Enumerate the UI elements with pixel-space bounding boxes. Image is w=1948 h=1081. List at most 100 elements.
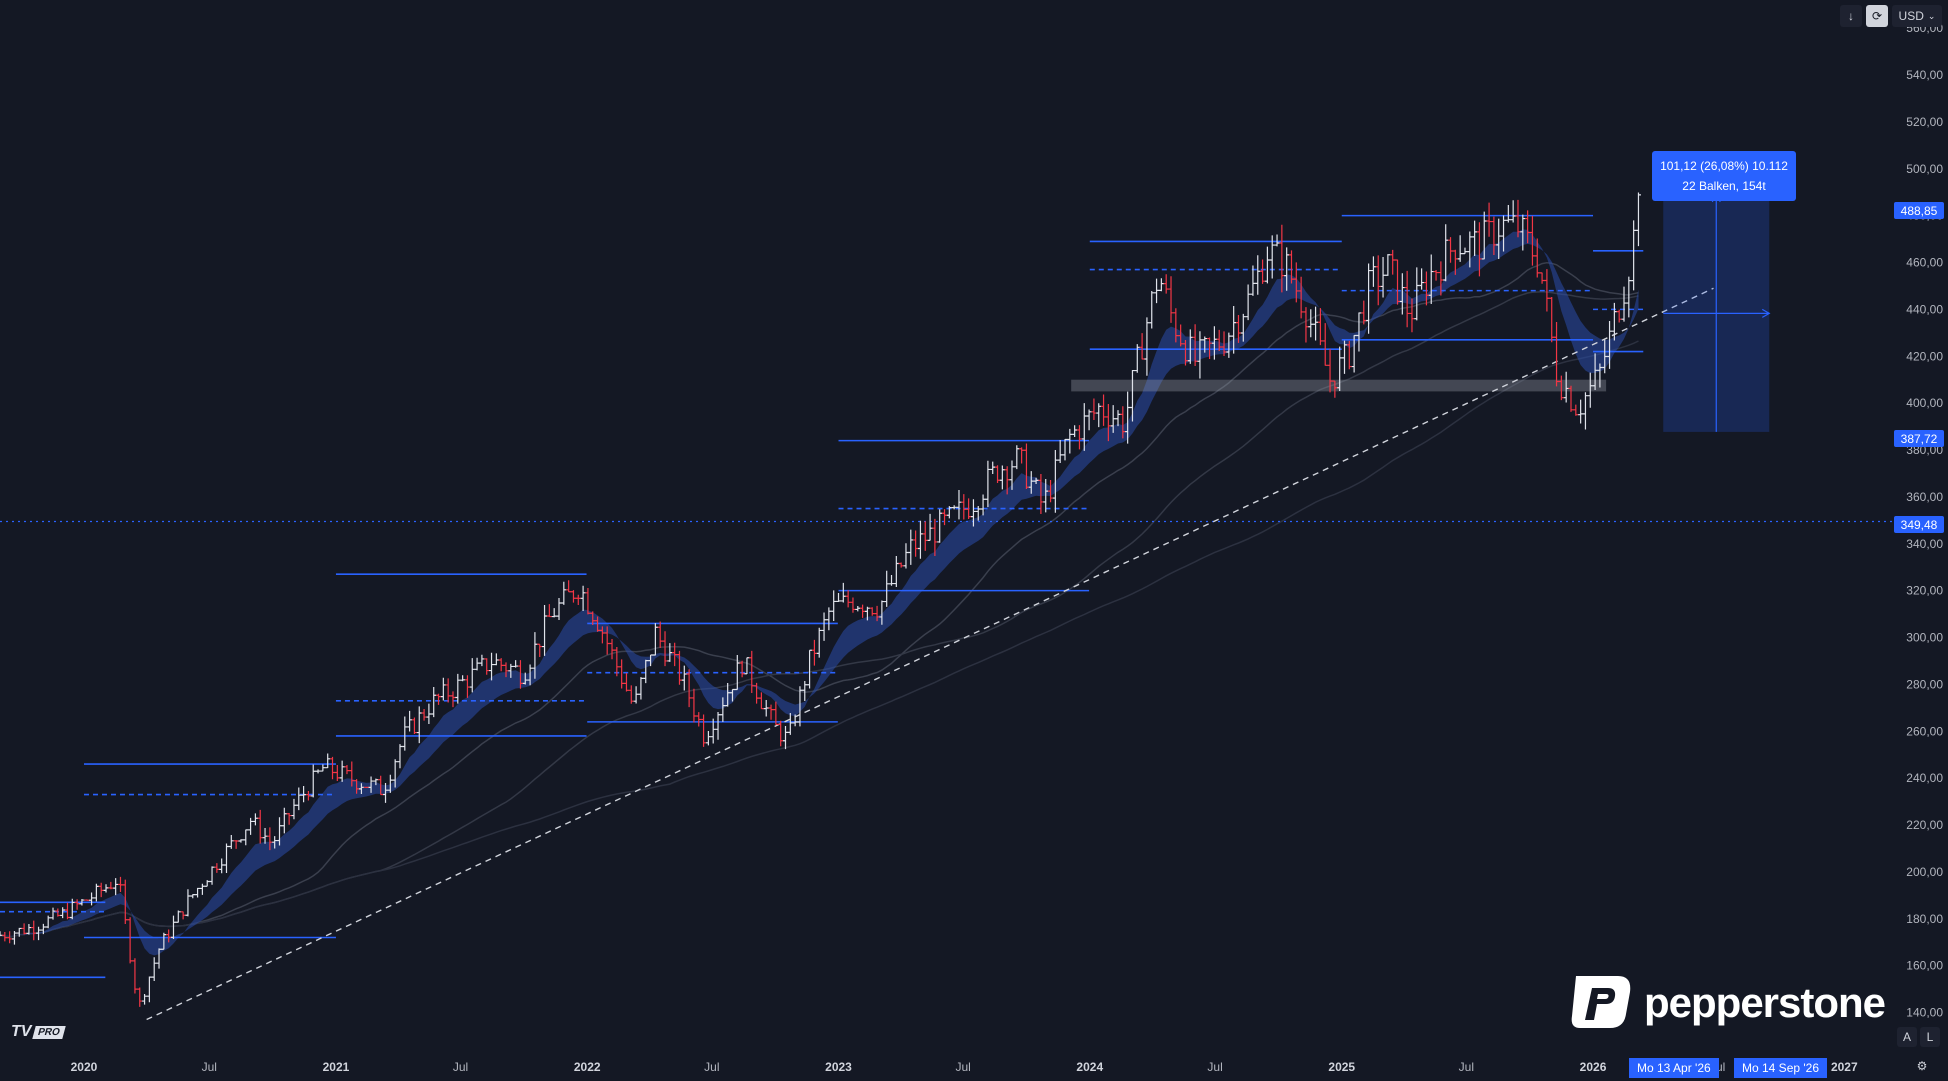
ohlc-bar bbox=[1578, 399, 1584, 424]
refresh-icon[interactable]: ⟳ bbox=[1866, 5, 1888, 27]
last-price-tag: 488,85 bbox=[1894, 202, 1944, 219]
ohlc-bar bbox=[431, 687, 437, 718]
ohlc-bar bbox=[1322, 323, 1328, 366]
ohlc-bar bbox=[802, 681, 808, 702]
ohlc-bar bbox=[836, 593, 842, 603]
ohlc-bar bbox=[1438, 261, 1444, 296]
ohlc-bar bbox=[1255, 255, 1261, 295]
ohlc-bar bbox=[667, 643, 673, 662]
settings-icon[interactable]: ⚙ bbox=[1916, 1059, 1928, 1073]
ohlc-bar bbox=[1554, 322, 1560, 387]
measure-label-line1: 101,12 (26,08%) 10.112 bbox=[1660, 159, 1788, 173]
ohlc-bar bbox=[503, 662, 509, 678]
ohlc-bar bbox=[113, 878, 119, 896]
ohlc-bar bbox=[1491, 216, 1497, 256]
ohlc-bar bbox=[151, 957, 157, 981]
ohlc-bar bbox=[537, 643, 543, 658]
ohlc-bar bbox=[595, 616, 601, 632]
ohlc-bar bbox=[864, 606, 870, 621]
ohlc-bar bbox=[238, 839, 244, 843]
ohlc-bar bbox=[1332, 380, 1338, 398]
ohlc-bar bbox=[1101, 394, 1107, 426]
ohlc-bar bbox=[980, 494, 986, 516]
currency-selector[interactable]: USD ⌄ bbox=[1892, 5, 1942, 27]
ohlc-bar bbox=[643, 659, 649, 684]
ohlc-bar bbox=[252, 813, 258, 826]
ohlc-bar bbox=[257, 809, 263, 844]
ohlc-bar bbox=[358, 783, 364, 794]
ohlc-bar bbox=[893, 556, 899, 587]
ohlc-bar bbox=[1187, 329, 1193, 364]
tv-logo-text: TV bbox=[11, 1023, 32, 1040]
ohlc-bar bbox=[407, 710, 413, 732]
ohlc-bar bbox=[445, 678, 451, 703]
ohlc-bar bbox=[860, 604, 866, 618]
ohlc-bar bbox=[710, 718, 716, 744]
ohlc-bar bbox=[74, 899, 80, 910]
ohlc-bar bbox=[1501, 215, 1507, 252]
ohlc-bar bbox=[763, 699, 769, 717]
ohlc-bar bbox=[450, 691, 456, 708]
ohlc-bar bbox=[368, 776, 374, 793]
ohlc-bar bbox=[1351, 334, 1357, 373]
ohlc-bar bbox=[1452, 249, 1458, 275]
ohlc-bar bbox=[1245, 284, 1251, 321]
ohlc-bar bbox=[1231, 306, 1237, 354]
ohlc-bar bbox=[1515, 199, 1521, 238]
ohlc-bar bbox=[1582, 392, 1588, 430]
ohlc-bar bbox=[489, 652, 495, 681]
ohlc-bar bbox=[228, 835, 234, 849]
ohlc-bar bbox=[580, 585, 586, 611]
ohlc-bar bbox=[1226, 332, 1232, 358]
ema-band-fill bbox=[0, 229, 1639, 956]
ohlc-bar bbox=[1414, 267, 1420, 321]
time-tick-label: Jul bbox=[1459, 1060, 1474, 1074]
ohlc-bar bbox=[426, 703, 432, 725]
ohlc-bar bbox=[440, 677, 446, 701]
ohlc-bar bbox=[55, 908, 61, 917]
ohlc-bar bbox=[0, 931, 3, 937]
ohlc-bar bbox=[1260, 259, 1266, 284]
ohlc-bar bbox=[638, 677, 644, 700]
ohlc-bar bbox=[1269, 235, 1275, 279]
ohlc-bar bbox=[681, 665, 687, 691]
ohlc-bar bbox=[566, 580, 572, 593]
auto-scale-button[interactable]: A bbox=[1897, 1027, 1917, 1047]
ema-band bbox=[0, 229, 1639, 956]
ohlc-bar bbox=[1380, 257, 1386, 298]
ohlc-bar bbox=[204, 880, 210, 887]
ohlc-bar bbox=[937, 509, 943, 543]
ohlc-bar bbox=[411, 717, 417, 735]
ohlc-bar bbox=[479, 654, 485, 667]
ohlc-bar bbox=[1168, 276, 1174, 323]
trendline-dashed bbox=[146, 287, 1714, 1021]
ohlc-bar bbox=[21, 923, 27, 935]
time-tick-label: Jul bbox=[955, 1060, 970, 1074]
ohlc-bar bbox=[961, 494, 967, 520]
ohlc-bar bbox=[1086, 409, 1092, 431]
ohlc-bar bbox=[1096, 403, 1102, 428]
ohlc-bar bbox=[301, 785, 307, 803]
logo-text: pepperstone bbox=[1644, 979, 1886, 1026]
ohlc-bar bbox=[460, 675, 466, 682]
ohlc-bar bbox=[542, 604, 548, 656]
ohlc-bar bbox=[1081, 403, 1087, 451]
ohlc-bar bbox=[45, 915, 51, 929]
ohlc-bars bbox=[0, 192, 1641, 1007]
download-icon[interactable]: ↓ bbox=[1840, 5, 1862, 27]
ohlc-bar bbox=[1009, 460, 1015, 490]
log-scale-button[interactable]: L bbox=[1920, 1027, 1940, 1047]
ohlc-bar bbox=[1250, 265, 1256, 296]
ohlc-bar bbox=[1419, 268, 1425, 290]
ohlc-bar bbox=[156, 948, 162, 969]
ohlc-bar bbox=[725, 682, 731, 707]
ohlc-bar bbox=[797, 686, 803, 727]
ohlc-bar bbox=[1274, 234, 1280, 247]
ohlc-bar bbox=[1129, 369, 1135, 422]
support-zone-rect bbox=[1071, 379, 1607, 392]
ohlc-bar bbox=[623, 673, 629, 692]
ohlc-bar bbox=[951, 505, 957, 510]
ohlc-bar bbox=[1423, 271, 1429, 306]
ohlc-bar bbox=[262, 827, 268, 844]
